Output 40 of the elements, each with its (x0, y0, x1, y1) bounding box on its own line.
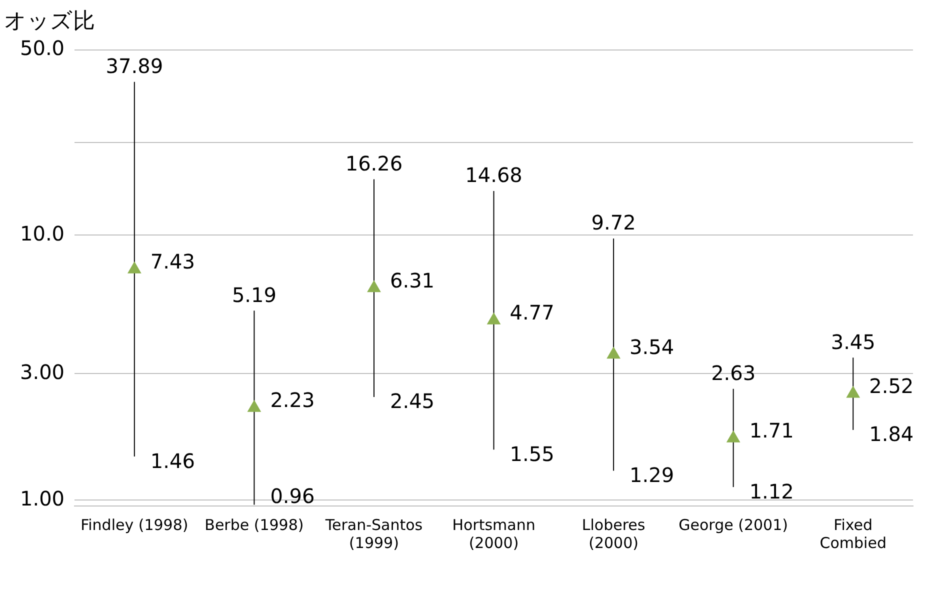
data-label: 6.31 (390, 268, 435, 292)
point (726, 430, 740, 442)
annotation: 37.89 (106, 54, 164, 78)
annotation: 1.46 (150, 448, 195, 473)
x-tick-label: Fixed Combied (820, 516, 886, 552)
point (248, 400, 261, 412)
annotation: 14.68 (465, 163, 522, 188)
x-tick-label: Teran-Santos (1999) (324, 516, 423, 552)
annotation: 1.55 (510, 442, 554, 466)
y-axis-title: オッズ比 (4, 8, 95, 36)
point (606, 347, 620, 359)
x-tick-label: Berbe (1998) (204, 516, 304, 534)
point (846, 386, 860, 398)
data-label: 7.43 (150, 250, 195, 274)
x-tick-label: Lloberes (2000) (582, 516, 646, 552)
data-label: 4.77 (510, 300, 554, 325)
x-tick-label: Hortsmann (2000) (452, 516, 536, 552)
annotation: 9.72 (591, 210, 636, 235)
data-label: 1.71 (749, 418, 794, 443)
data-label: 2.23 (270, 388, 315, 412)
annotation: 1.84 (869, 422, 914, 446)
annotation: 1.12 (749, 479, 794, 504)
x-tick-label: Findley (1998) (80, 516, 188, 534)
y-tick-label: 1.00 (20, 486, 65, 510)
annotation: 5.19 (232, 282, 276, 307)
annotation: 3.45 (830, 330, 876, 354)
point (367, 280, 381, 292)
data-label: 2.52 (869, 374, 914, 398)
x-tick-label: George (2001) (678, 516, 788, 534)
annotation: 0.96 (270, 484, 315, 508)
y-tick-label: 50.0 (20, 36, 65, 60)
annotation: 1.29 (630, 463, 674, 488)
point (487, 312, 500, 324)
annotation: 2.63 (711, 361, 756, 386)
y-tick-label: 10.0 (20, 221, 65, 246)
annotation: 16.26 (345, 151, 403, 176)
y-tick-label: 3.00 (20, 360, 65, 384)
point (128, 262, 141, 274)
annotation: 2.45 (390, 389, 435, 414)
data-label: 3.54 (630, 334, 674, 359)
